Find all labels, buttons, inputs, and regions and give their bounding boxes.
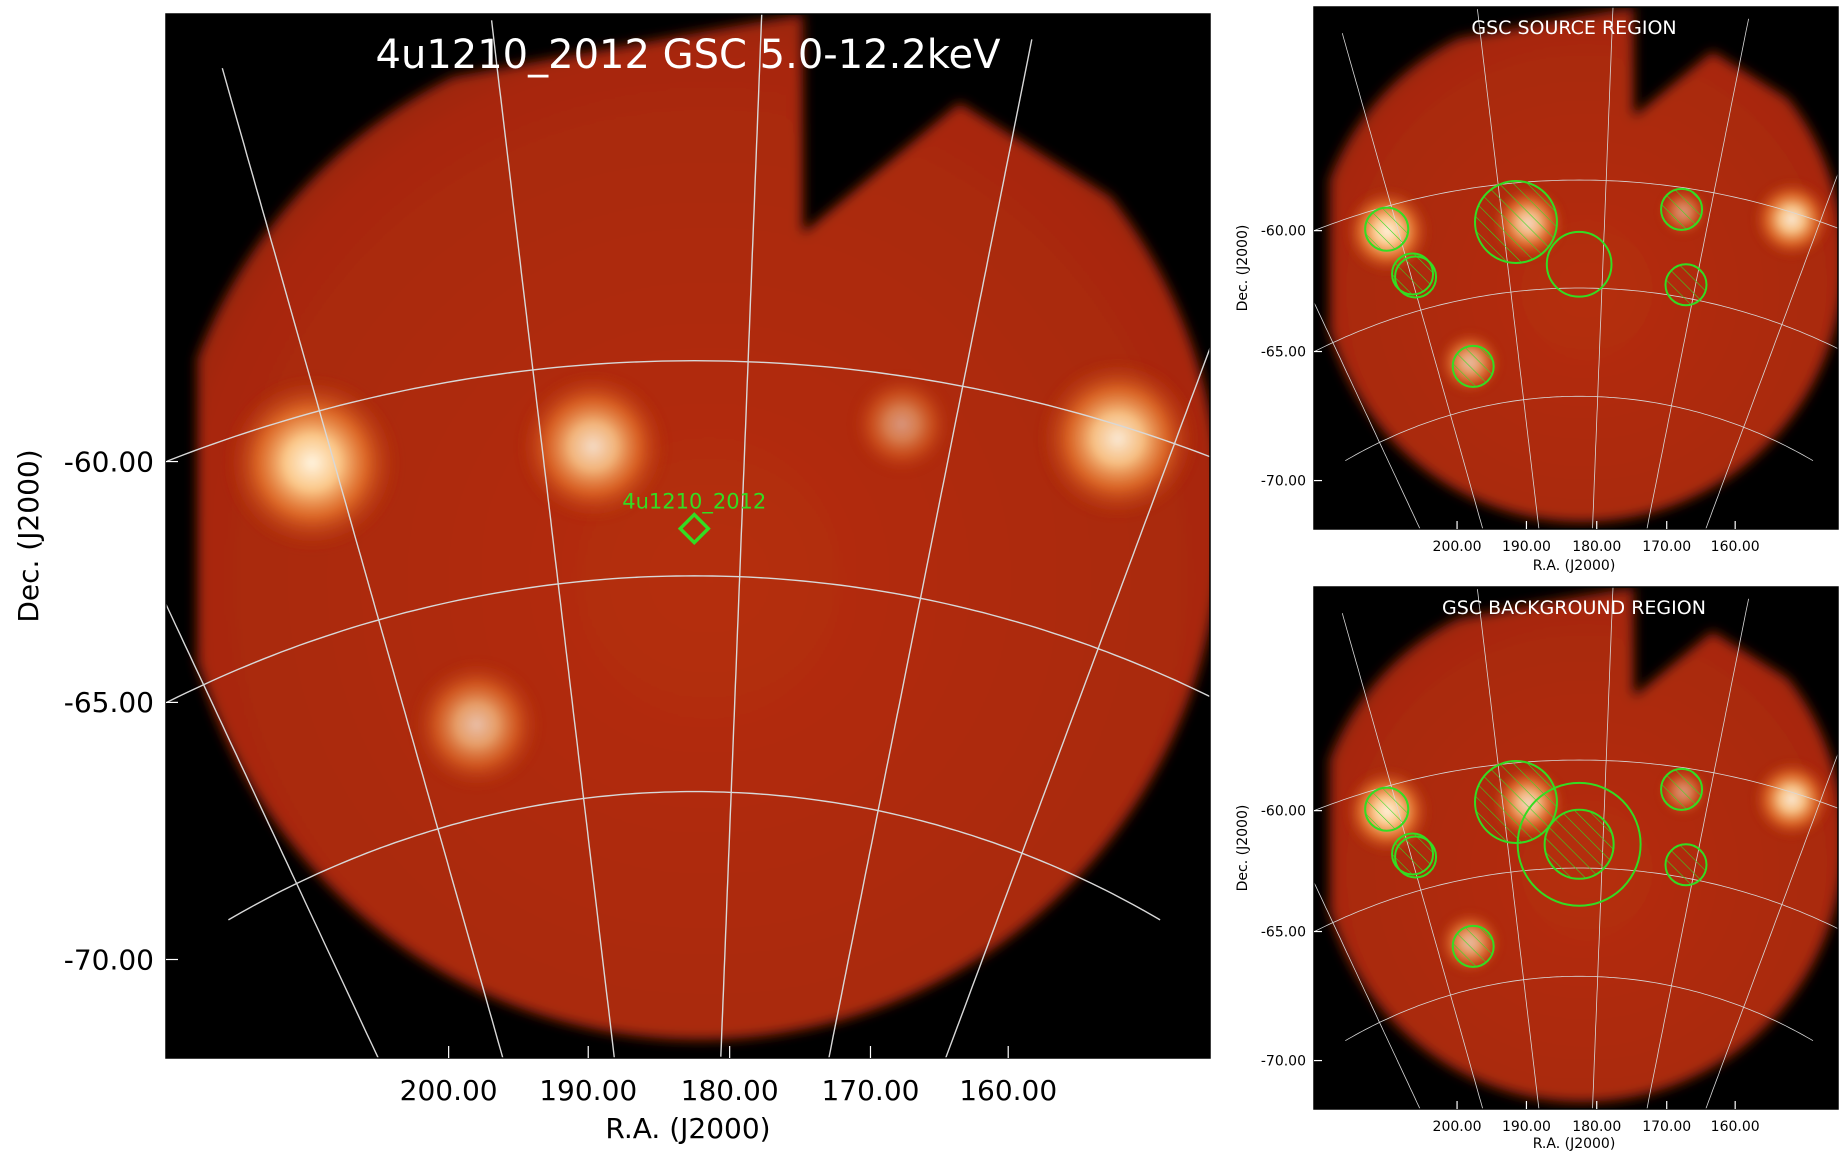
- region-circle: [1451, 924, 1495, 968]
- x-tick-label: 200.00: [1433, 1119, 1482, 1135]
- y-tick-label: -70.00: [1261, 473, 1306, 489]
- x-tick-label: 160.00: [1711, 539, 1760, 555]
- region-circle: [1451, 344, 1495, 388]
- source-panel-title: GSC SOURCE REGION: [1471, 17, 1676, 39]
- dec-gridline: [1314, 759, 1838, 812]
- dec-gridline: [166, 359, 1210, 463]
- region-circle-outline: [1394, 835, 1438, 879]
- y-tick-label: -70.00: [64, 943, 154, 976]
- x-tick-label: 180.00: [1572, 1119, 1621, 1135]
- x-tick-label: 200.00: [1433, 539, 1482, 555]
- ra-gridline: [1314, 301, 1421, 529]
- region-circle: [1545, 230, 1613, 298]
- background-panel-ylabel: Dec. (J2000): [1235, 805, 1251, 892]
- main-title: 4u1210_2012 GSC 5.0-12.2keV: [376, 32, 1002, 78]
- y-tick-label: -60.00: [1261, 804, 1306, 820]
- sky-image: [166, 14, 1210, 1058]
- region-overlays: [1364, 180, 1708, 388]
- y-tick-label: -60.00: [64, 445, 154, 478]
- region-circle: [1364, 206, 1410, 252]
- dec-gridline: [1314, 287, 1838, 353]
- main-xlabel: R.A. (J2000): [605, 1112, 770, 1145]
- x-ray-source-3: [1750, 757, 1834, 841]
- region-circle: [1473, 760, 1558, 844]
- region-circle: [1516, 781, 1642, 907]
- region-circle: [1664, 263, 1708, 307]
- x-ray-source-2: [515, 369, 671, 525]
- dec-gridline: [166, 575, 1210, 704]
- target-marker-icon: [677, 512, 711, 546]
- region-circle-outline: [1394, 255, 1438, 299]
- coordinate-grid: [166, 14, 1210, 1058]
- ra-gridline: [1592, 7, 1614, 529]
- plot-frame: [1313, 586, 1839, 1110]
- dec-gridline: [1345, 975, 1814, 1042]
- x-ray-source-5: [849, 371, 955, 477]
- source-panel-xlabel: R.A. (J2000): [1533, 558, 1616, 574]
- x-ray-source-3: [1750, 177, 1834, 261]
- region-circle: [1364, 786, 1410, 832]
- target-label: 4u1210_2012: [622, 490, 766, 515]
- x-ray-source-3: [1035, 356, 1201, 522]
- region-circle: [1543, 808, 1615, 880]
- ra-gridline: [490, 20, 616, 1058]
- axes: 200.00 190.00 180.00 170.00 160.00 -60.00 -65.…: [1261, 804, 1760, 1135]
- dec-gridline: [228, 790, 1161, 921]
- x-ray-source-4: [409, 657, 545, 793]
- x-tick-label: 190.00: [1502, 539, 1551, 555]
- axes: 200.00 190.00 180.00 170.00 160.00 -60.00 -65.…: [1261, 224, 1760, 555]
- plot-frame: [1313, 6, 1839, 530]
- region-circle: [1664, 843, 1708, 887]
- ra-gridline: [944, 346, 1210, 1058]
- ra-gridline: [1314, 881, 1421, 1109]
- dec-gridline: [1345, 395, 1814, 462]
- ra-gridline: [828, 39, 1033, 1058]
- x-tick-label: 180.00: [1572, 539, 1621, 555]
- y-tick-label: -60.00: [1261, 224, 1306, 240]
- x-tick-label: 200.00: [400, 1074, 498, 1107]
- background-panel-xlabel: R.A. (J2000): [1533, 1136, 1616, 1152]
- ra-gridline: [720, 14, 763, 1057]
- axes: 200.00 190.00 180.00 170.00 160.00 -60.00 -65.…: [64, 445, 1057, 1107]
- y-tick-label: -70.00: [1261, 1053, 1306, 1069]
- x-tick-label: 170.00: [1642, 1119, 1691, 1135]
- source-region-panel: 200.00 190.00 180.00 170.00 160.00 -60.00 -65.…: [1261, 6, 1839, 555]
- region-circle: [1473, 180, 1558, 264]
- ra-gridline: [1477, 9, 1540, 529]
- background-region-panel: 200.00 190.00 180.00 170.00 160.00 -60.00 -65.…: [1261, 586, 1839, 1135]
- x-ray-source-1: [222, 372, 403, 553]
- y-tick-label: -65.00: [1261, 344, 1306, 360]
- source-panel-ylabel: Dec. (J2000): [1235, 225, 1251, 312]
- region-overlays: [1364, 760, 1708, 968]
- sky-image: [1314, 587, 1838, 1109]
- dec-gridline: [1314, 179, 1838, 232]
- x-tick-label: 170.00: [1642, 539, 1691, 555]
- region-circle: [1391, 252, 1435, 296]
- y-tick-label: -65.00: [64, 686, 154, 719]
- main-ylabel: Dec. (J2000): [12, 449, 45, 622]
- x-tick-label: 170.00: [821, 1074, 919, 1107]
- region-circle: [1391, 832, 1435, 876]
- x-tick-label: 190.00: [1502, 1119, 1551, 1135]
- region-circle: [1660, 187, 1704, 231]
- main-panel: 4u1210_2012 200.00 190.00 180.00 170.00 160.0…: [64, 13, 1211, 1107]
- ra-gridline: [1477, 589, 1540, 1109]
- x-tick-label: 180.00: [681, 1074, 779, 1107]
- ra-gridline: [1705, 752, 1838, 1109]
- ra-gridline: [1705, 172, 1838, 529]
- background-panel-title: GSC BACKGROUND REGION: [1442, 597, 1706, 619]
- y-tick-label: -65.00: [1261, 924, 1306, 940]
- ra-gridline: [221, 68, 504, 1058]
- x-tick-label: 190.00: [539, 1074, 637, 1107]
- region-circle: [1660, 767, 1704, 811]
- sky-image: [1314, 7, 1838, 529]
- ra-gridline: [166, 602, 379, 1058]
- x-tick-label: 160.00: [1711, 1119, 1760, 1135]
- plot-frame: [165, 13, 1211, 1059]
- x-tick-label: 160.00: [959, 1074, 1057, 1107]
